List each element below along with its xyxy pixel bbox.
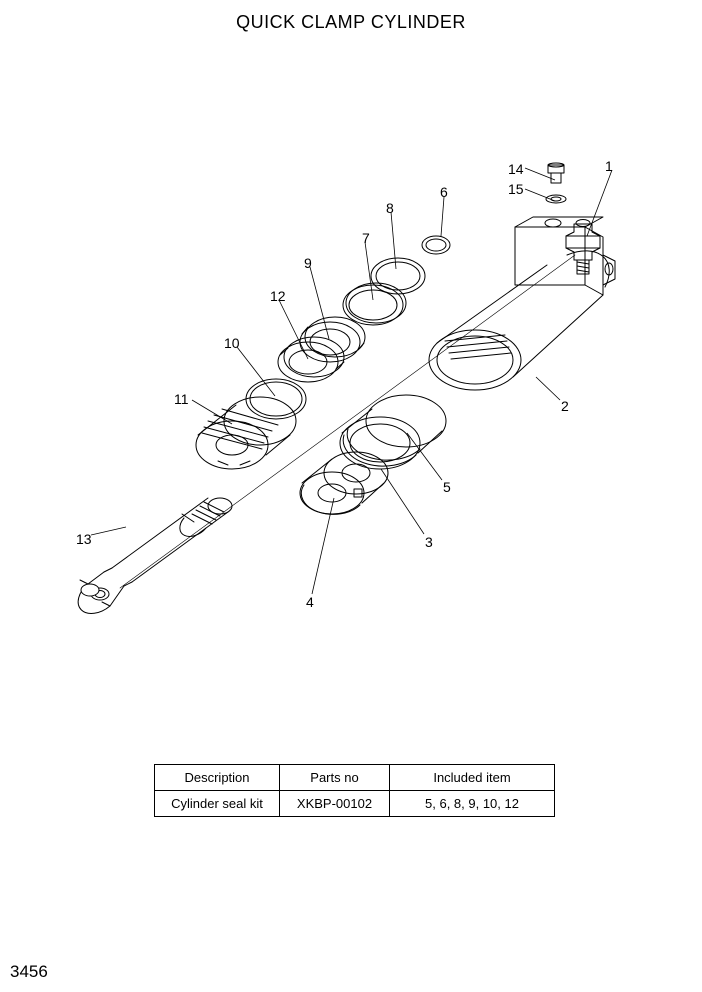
part-2-tube [429,217,615,390]
part-6-oring [422,236,450,254]
callout-11: 11 [174,391,189,407]
part-9-seal [300,317,365,362]
table-row: Cylinder seal kitXKBP-001025, 6, 8, 9, 1… [155,791,555,817]
callout-6: 6 [440,184,448,200]
callout-1: 1 [605,158,613,174]
seal-kit-table: DescriptionParts noIncluded item Cylinde… [154,764,555,817]
part-14-plug [548,163,564,183]
part-12-wiper [278,337,344,382]
part-11-gland [196,397,296,469]
exploded-diagram [0,0,702,992]
callout-3: 3 [425,534,433,550]
callout-15: 15 [508,181,524,197]
callout-14: 14 [508,161,524,177]
callout-4: 4 [306,594,314,610]
part-5-piston-guide [340,395,446,469]
callout-5: 5 [443,479,451,495]
part-1-fitting [566,224,600,274]
table-cell: 5, 6, 8, 9, 10, 12 [390,791,555,817]
callout-8: 8 [386,200,394,216]
part-13-rod [78,498,232,613]
callout-12: 12 [270,288,286,304]
table-cell: Cylinder seal kit [155,791,280,817]
table-header: Parts no [280,765,390,791]
table-header: Included item [390,765,555,791]
part-7-ring [343,283,406,325]
table-header: Description [155,765,280,791]
table-cell: XKBP-00102 [280,791,390,817]
callout-10: 10 [224,335,240,351]
part-8-backup [371,258,425,294]
callout-9: 9 [304,255,312,271]
callout-2: 2 [561,398,569,414]
callout-13: 13 [76,531,92,547]
page-number: 3456 [10,962,48,982]
callout-7: 7 [362,230,370,246]
